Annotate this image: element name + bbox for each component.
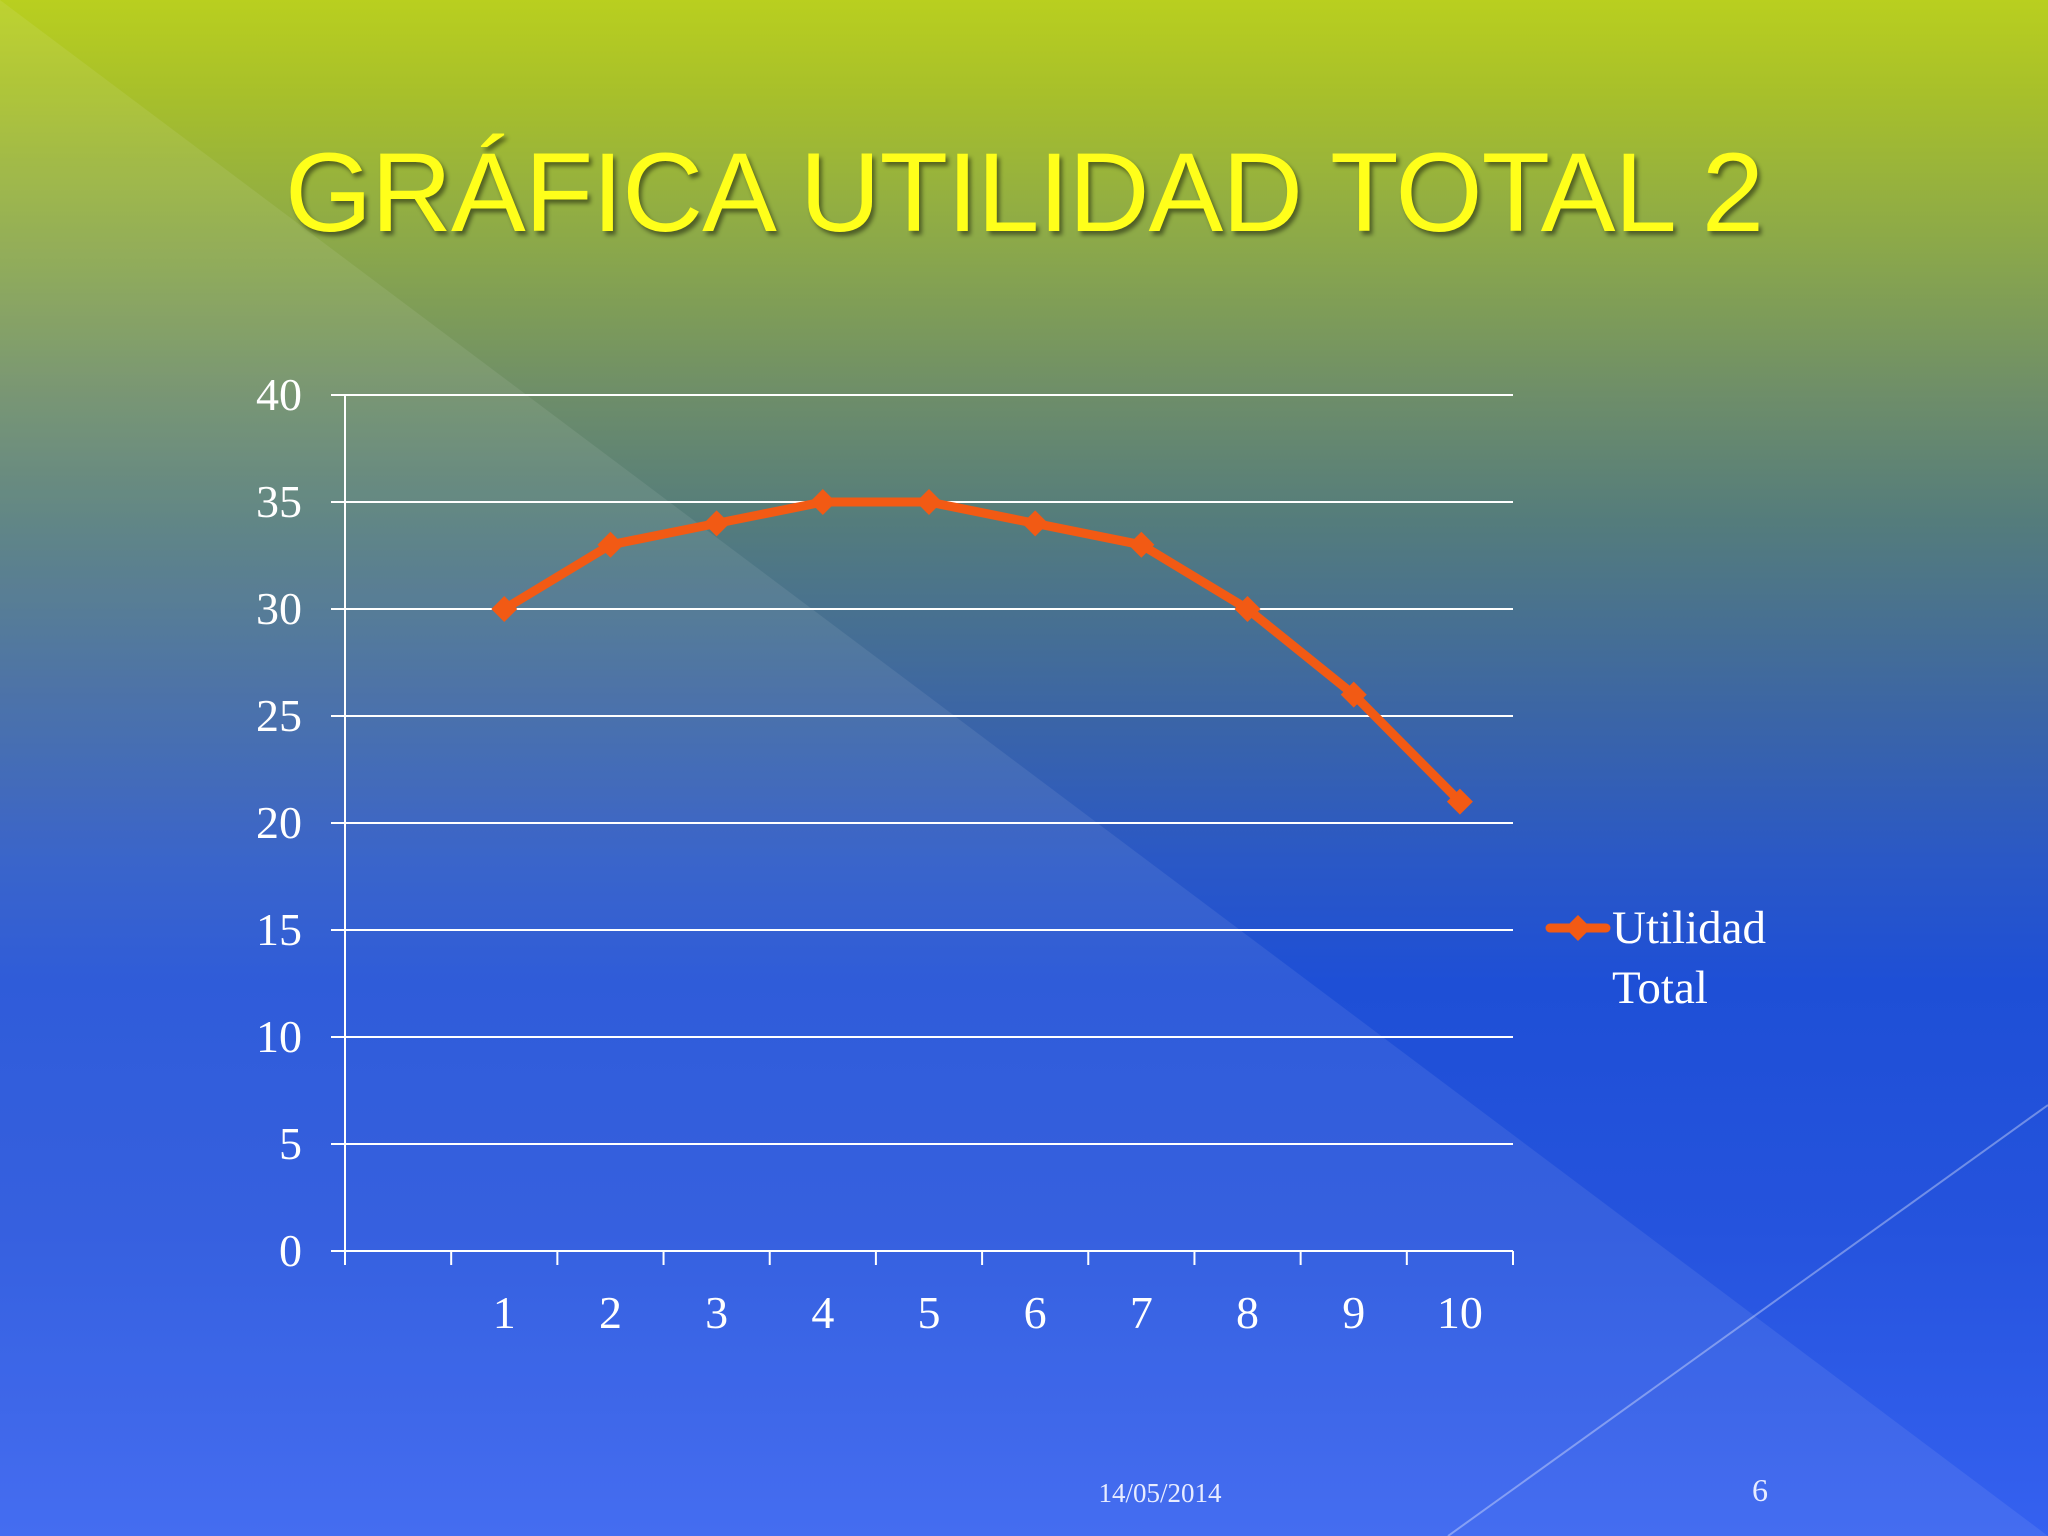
legend-label-line-2: Total	[1612, 962, 1708, 1014]
x-tick-label-10: 10	[1437, 1287, 1483, 1338]
x-tick-label-2: 2	[599, 1287, 622, 1338]
y-tick-label-25: 25	[256, 690, 302, 741]
data-point-2	[597, 531, 624, 558]
data-point-8	[1234, 596, 1261, 622]
x-tick-label-7: 7	[1130, 1287, 1153, 1338]
x-tick-label-8: 8	[1236, 1287, 1259, 1338]
y-tick-label-20: 20	[256, 797, 302, 848]
data-point-4	[809, 489, 836, 515]
y-tick-label-30: 30	[256, 583, 302, 634]
legend-label-line-1: Utilidad	[1612, 902, 1766, 954]
corner-decor-line	[1447, 1104, 2048, 1536]
axes: 0 5 10 15 20 25 30 35 40 1 2 3 4 5 6 7 8 9 10	[256, 369, 1514, 1338]
x-tick-label-3: 3	[705, 1287, 728, 1338]
data-point-9	[1340, 681, 1367, 708]
slide-date: 14/05/2014	[1098, 1478, 1222, 1508]
y-tick-label-40: 40	[256, 369, 302, 420]
legend-marker	[1565, 915, 1591, 941]
data-point-10	[1446, 788, 1473, 815]
x-tick-label-9: 9	[1342, 1287, 1365, 1338]
y-tick-label-15: 15	[256, 904, 302, 955]
y-tick-label-0: 0	[279, 1225, 302, 1276]
series-utilidad-total	[491, 489, 1473, 815]
data-point-7	[1128, 531, 1155, 558]
x-tick-label-6: 6	[1024, 1287, 1047, 1338]
y-tick-label-35: 35	[256, 476, 302, 527]
slide-title: GRÁFICA UTILIDAD TOTAL 2	[285, 130, 1764, 255]
data-point-5	[916, 489, 942, 515]
series-line	[499, 497, 1465, 807]
legend: Utilidad Total	[1545, 902, 1766, 1014]
data-point-3	[703, 510, 730, 537]
slide-page-number: 6	[1752, 1472, 1768, 1508]
y-tick-label-10: 10	[256, 1011, 302, 1062]
data-point-6	[1022, 510, 1049, 537]
x-tick-label-5: 5	[918, 1287, 941, 1338]
x-tick-label-1: 1	[493, 1287, 516, 1338]
x-tick-label-4: 4	[811, 1287, 834, 1338]
gridlines	[331, 394, 1513, 1145]
data-point-1	[491, 596, 518, 622]
y-tick-label-5: 5	[279, 1118, 302, 1169]
